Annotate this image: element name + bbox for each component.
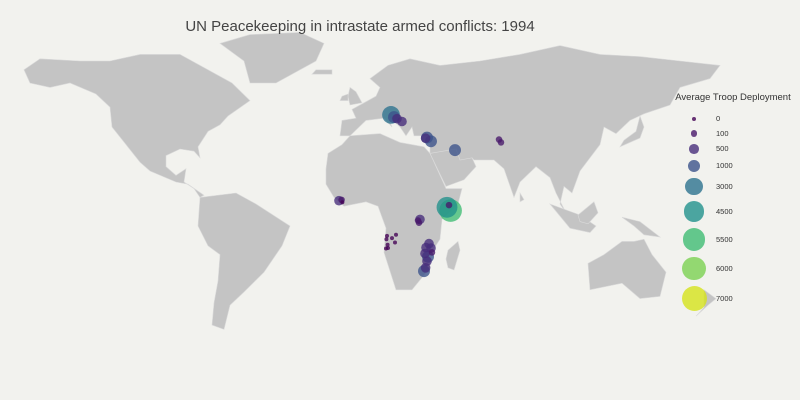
- legend-swatch: [672, 228, 716, 251]
- legend-item: 5500: [672, 225, 794, 254]
- deployment-marker[interactable]: [445, 201, 453, 209]
- legend-item: 500: [672, 141, 794, 157]
- land-borneo: [577, 201, 599, 225]
- land-greenland: [219, 32, 325, 84]
- legend-item: 0: [672, 111, 794, 126]
- deployment-marker[interactable]: [449, 144, 461, 157]
- legend-item: 7000: [672, 283, 794, 314]
- legend-item: 3000: [672, 175, 794, 199]
- legend-title: Average Troop Deployment: [675, 92, 791, 103]
- land-australia: [587, 238, 667, 299]
- legend-label: 7000: [716, 294, 733, 304]
- deployment-marker[interactable]: [428, 249, 436, 256]
- legend-items: 0 100 500 1000 3000 4500 5500 6000 7000: [672, 111, 794, 314]
- legend: Average Troop Deployment 0 100 500 1000 3000…: [672, 92, 794, 314]
- land-eurasia: [339, 45, 721, 213]
- deployment-markers: [334, 106, 505, 278]
- land-masses: [23, 32, 721, 330]
- deployment-marker[interactable]: [385, 242, 390, 247]
- legend-swatch: [672, 144, 716, 154]
- deployment-marker[interactable]: [497, 139, 505, 146]
- legend-label: 1000: [716, 161, 733, 171]
- deployment-marker[interactable]: [384, 246, 388, 251]
- legend-item: 1000: [672, 157, 794, 175]
- land-uk: [347, 86, 363, 106]
- legend-circle: [690, 130, 698, 137]
- legend-circle: [681, 286, 707, 312]
- deployment-marker[interactable]: [390, 236, 394, 241]
- deployment-marker[interactable]: [420, 133, 431, 144]
- land-iceland: [311, 69, 333, 75]
- legend-swatch: [672, 159, 716, 172]
- deployment-marker[interactable]: [414, 217, 422, 224]
- legend-label: 6000: [716, 263, 733, 273]
- legend-swatch: [672, 286, 716, 312]
- legend-swatch: [672, 256, 716, 281]
- land-ireland: [339, 93, 349, 101]
- legend-label: 500: [716, 144, 729, 154]
- legend-item: 100: [672, 126, 794, 141]
- legend-item: 4500: [672, 198, 794, 225]
- legend-circle: [692, 116, 696, 121]
- deployment-marker[interactable]: [385, 233, 389, 238]
- legend-circle: [682, 256, 706, 281]
- deployment-marker[interactable]: [420, 248, 430, 259]
- legend-circle: [682, 228, 706, 251]
- legend-swatch: [672, 116, 716, 121]
- legend-label: 0: [716, 114, 721, 123]
- legend-circle: [688, 159, 700, 172]
- land-southeast-asia-islands: [549, 203, 597, 233]
- legend-circle: [689, 144, 699, 154]
- legend-circle: [685, 177, 703, 196]
- land-south-america: [197, 192, 291, 330]
- land-japan: [619, 114, 645, 148]
- legend-swatch: [672, 177, 716, 196]
- legend-label: 100: [716, 129, 729, 138]
- legend-label: 5500: [716, 234, 733, 244]
- deployment-marker[interactable]: [394, 232, 398, 237]
- map-title: UN Peacekeeping in intrastate armed conf…: [185, 18, 535, 35]
- land-madagascar: [445, 240, 461, 271]
- deployment-marker[interactable]: [393, 240, 397, 245]
- legend-item: 6000: [672, 254, 794, 283]
- legend-swatch: [672, 130, 716, 137]
- land-new-guinea: [621, 216, 662, 238]
- land-sri-lanka: [519, 191, 525, 203]
- legend-circle: [683, 201, 705, 223]
- deployment-marker[interactable]: [340, 200, 345, 205]
- legend-swatch: [672, 201, 716, 223]
- deployment-marker[interactable]: [397, 116, 407, 127]
- legend-label: 4500: [716, 207, 733, 217]
- deployment-marker[interactable]: [384, 237, 389, 242]
- legend-label: 3000: [716, 181, 733, 191]
- land-north-america: [23, 54, 251, 198]
- deployment-marker[interactable]: [420, 262, 431, 273]
